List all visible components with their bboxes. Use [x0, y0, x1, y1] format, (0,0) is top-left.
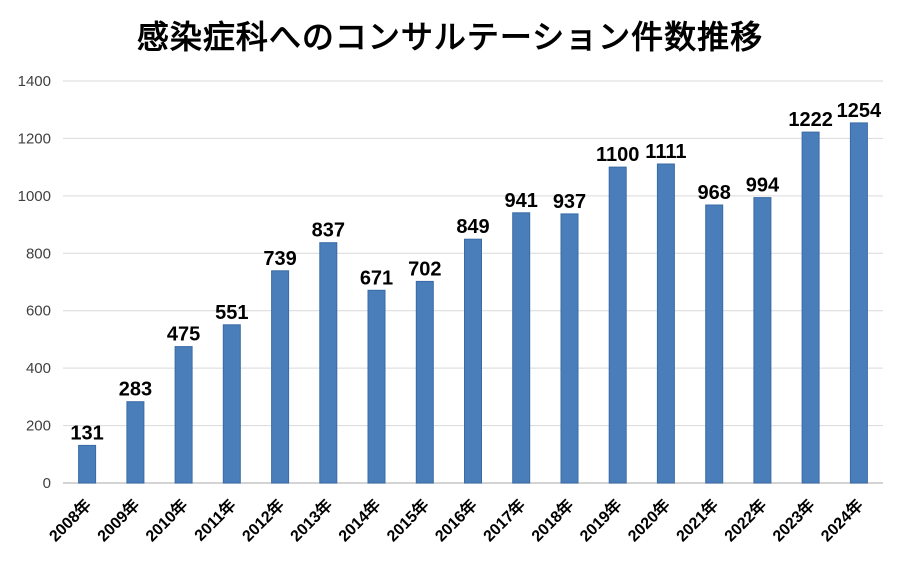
bar-value-label: 849 [456, 216, 489, 238]
y-axis-tick-label: 1400 [18, 73, 51, 90]
x-axis-tick-label: 2023年 [769, 495, 819, 545]
bar-value-label: 702 [408, 258, 441, 280]
y-axis-tick-label: 0 [43, 475, 51, 492]
bar-value-label: 739 [263, 248, 296, 270]
x-axis-tick-label: 2013年 [286, 495, 336, 545]
x-axis-tick-label: 2024年 [817, 495, 867, 545]
x-axis-tick-label: 2008年 [45, 495, 95, 545]
x-axis-tick-label: 2012年 [238, 495, 288, 545]
bar [801, 131, 820, 484]
x-axis-tick-label: 2022年 [720, 495, 770, 545]
y-axis-tick-label: 600 [26, 303, 51, 320]
bar-value-label: 283 [119, 379, 152, 401]
bar [849, 122, 868, 484]
bar [271, 270, 290, 484]
y-axis-tick-label: 800 [26, 245, 51, 262]
bar-value-label: 968 [698, 182, 731, 204]
x-axis-tick-label: 2020年 [624, 495, 674, 545]
bar [367, 289, 386, 484]
bar-value-label: 475 [167, 324, 200, 346]
bar [560, 213, 579, 484]
x-axis-tick-label: 2018年 [527, 495, 577, 545]
y-axis-tick-label: 1200 [18, 130, 51, 147]
x-axis-tick-label: 2017年 [479, 495, 529, 545]
x-axis-tick-label: 2019年 [576, 495, 626, 545]
y-axis-tick-label: 200 [26, 418, 51, 435]
bar-value-label: 937 [553, 191, 586, 213]
bar [319, 242, 338, 484]
bar [753, 197, 772, 484]
bar-value-label: 837 [312, 220, 345, 242]
bar [174, 346, 193, 484]
bar [656, 163, 675, 484]
bar-value-label: 671 [360, 267, 393, 289]
bar-value-label: 131 [70, 422, 103, 444]
bar [705, 204, 724, 484]
bar [464, 238, 482, 484]
bar [415, 280, 434, 484]
bar-value-label: 551 [215, 302, 248, 324]
bar [126, 401, 145, 484]
x-axis-tick-label: 2011年 [190, 495, 239, 544]
y-axis-tick-label: 400 [26, 360, 51, 377]
bar [78, 444, 97, 484]
y-axis-tick-label: 1000 [18, 188, 51, 205]
x-axis-tick-label: 2021年 [672, 495, 722, 545]
bar-value-label: 1222 [788, 109, 833, 131]
x-axis-tick-label: 2014年 [334, 495, 384, 545]
bar-value-label: 941 [505, 190, 538, 212]
x-axis-tick-label: 2015年 [383, 495, 433, 545]
bar-value-label: 994 [746, 175, 780, 197]
bar [608, 166, 627, 484]
bar [512, 212, 531, 484]
x-axis-tick-label: 2009年 [93, 495, 143, 545]
bar-value-label: 1111 [645, 141, 686, 163]
bar-value-label: 1100 [596, 144, 639, 166]
x-axis-tick-label: 2016年 [431, 495, 481, 545]
x-axis-tick-label: 2010年 [142, 495, 192, 545]
bar [222, 324, 241, 484]
chart-title: 感染症科へのコンサルテーション件数推移 [136, 19, 764, 55]
bar-value-label: 1254 [837, 100, 882, 122]
